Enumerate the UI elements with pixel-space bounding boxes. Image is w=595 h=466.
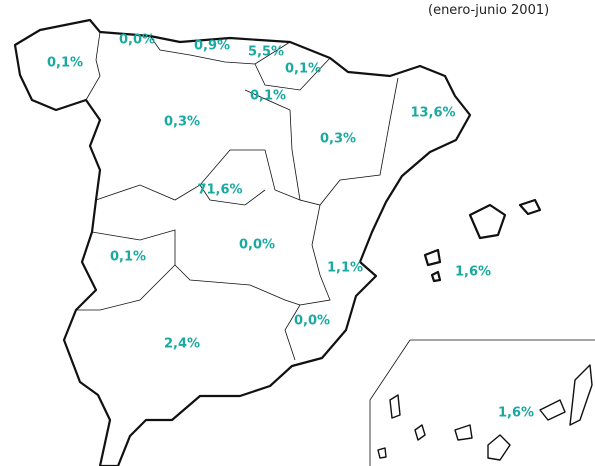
region-label: 0,9% [194, 39, 230, 54]
canary-islands [377, 364, 593, 461]
region-label: 0,3% [164, 115, 200, 130]
region-label: 0,1% [47, 56, 83, 71]
region-label: 1,6% [498, 406, 534, 421]
region-label: 0,3% [320, 132, 356, 147]
balearic-islands [423, 198, 542, 283]
canary-inset [369, 339, 595, 466]
region-label: 0,0% [239, 238, 275, 253]
region-label: 13,6% [410, 106, 455, 121]
region-label: 2,4% [164, 337, 200, 352]
region-label: 0,1% [250, 89, 286, 104]
subtitle: (enero-junio 2001) [428, 3, 549, 18]
region-label: 0,1% [285, 62, 321, 77]
region-label: 5,5% [248, 45, 284, 60]
region-label: 71,6% [197, 183, 242, 198]
region-label: 0,0% [119, 33, 155, 48]
region-label: 1,1% [327, 261, 363, 276]
region-label: 0,1% [110, 250, 146, 265]
region-borders [76, 31, 399, 361]
region-label: 0,0% [294, 314, 330, 329]
mainland-outline [13, 18, 472, 466]
region-label: 1,6% [455, 265, 491, 280]
